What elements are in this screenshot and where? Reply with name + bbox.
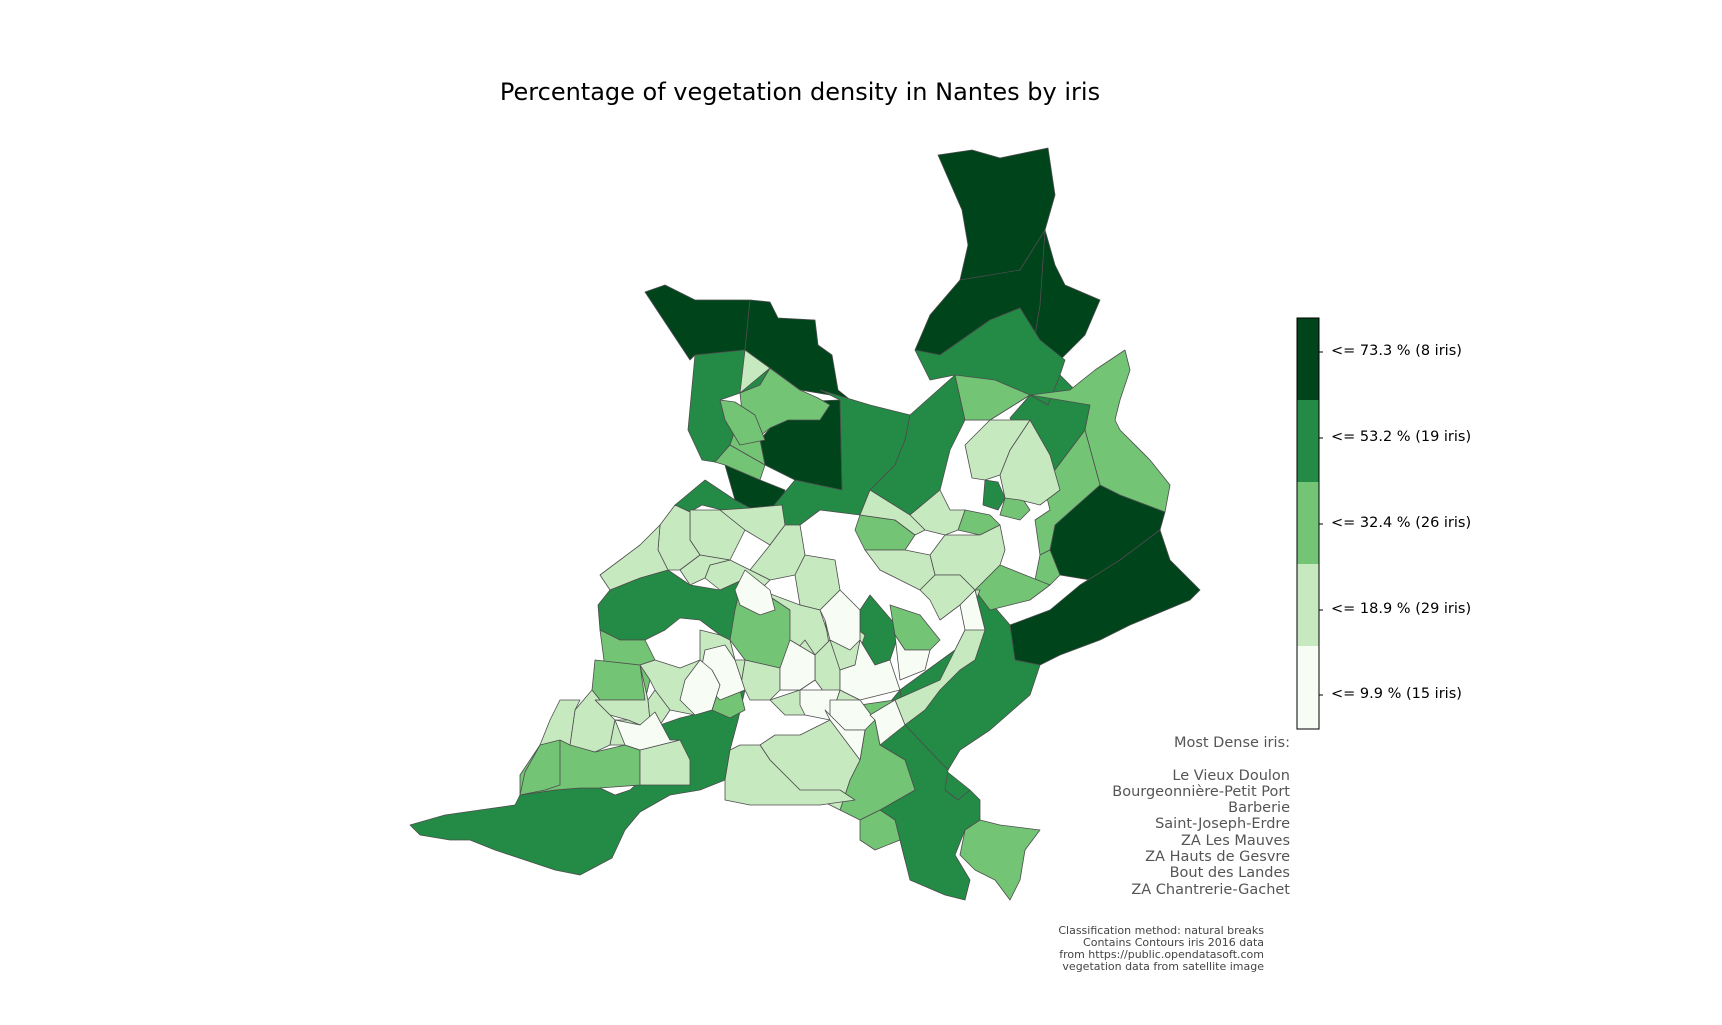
iris-zone	[679, 554, 731, 586]
iris-zone	[959, 589, 986, 631]
iris-zone	[819, 589, 861, 651]
iris-zone	[1034, 229, 1101, 361]
iris-zone	[954, 374, 1031, 421]
most-dense-item: ZA Chantrerie-Gachet	[1131, 881, 1290, 898]
most-dense-item: ZA Les Mauves	[1180, 832, 1290, 849]
most-dense-item: Le Vieux Doulon	[1172, 767, 1290, 784]
map-title: Percentage of vegetation density in Nant…	[499, 78, 1101, 106]
legend-label-1: <= 73.3 % (8 iris)	[1331, 343, 1462, 359]
legend-label-3: <= 32.4 % (26 iris)	[1331, 515, 1472, 531]
iris-zone	[964, 419, 1031, 481]
iris-zone	[859, 809, 906, 861]
iris-zone	[959, 819, 1041, 901]
most-dense-heading: Most Dense iris:	[1173, 735, 1290, 751]
iris-zone	[1034, 549, 1061, 586]
iris-zone	[739, 367, 831, 441]
most-dense-item: Bourgeonnière-Petit Port	[1112, 783, 1290, 800]
credit-line: Classification method: natural breaks	[1058, 924, 1264, 937]
iris-zone	[1034, 429, 1101, 556]
most-dense-item: Barberie	[1228, 800, 1290, 817]
legend-swatch-5	[1297, 646, 1319, 729]
legend-colorbar	[1296, 317, 1323, 730]
iris-zone	[734, 569, 776, 616]
legend-label-4: <= 18.9 % (29 iris)	[1331, 601, 1472, 617]
iris-zone	[869, 699, 906, 746]
iris-zone	[982, 479, 1006, 511]
credit-line: from https://public.opendatasoft.com	[1059, 948, 1264, 961]
legend-swatch-3	[1297, 482, 1319, 564]
iris-zone	[644, 284, 751, 361]
legend-swatch-2	[1297, 400, 1319, 482]
iris-zone	[714, 444, 766, 481]
iris-zone	[894, 634, 931, 681]
iris-zone	[614, 711, 681, 751]
iris-zone	[1009, 529, 1201, 666]
iris-zone	[859, 489, 926, 536]
iris-zone	[839, 639, 901, 701]
iris-zone	[739, 349, 801, 394]
iris-zone	[719, 399, 766, 446]
iris-zone	[679, 659, 721, 716]
iris-zone	[539, 699, 581, 746]
map-credits: Classification method: natural breaks Co…	[1058, 925, 1264, 973]
legend-label-5: <= 9.9 % (15 iris)	[1331, 686, 1462, 702]
legend-swatch-1	[1297, 318, 1319, 400]
iris-zone	[599, 524, 669, 591]
legend-swatch-4	[1297, 564, 1319, 646]
iris-zone	[864, 549, 936, 591]
iris-zone	[724, 744, 856, 806]
most-dense-item: ZA Hauts de Gesvre	[1145, 849, 1290, 866]
most-dense-item: Bout des Landes	[1169, 865, 1290, 882]
most-dense-list: Most Dense iris: Le Vieux Doulon Bourgeo…	[1112, 735, 1290, 898]
credit-line: vegetation data from satellite image	[1062, 960, 1264, 973]
iris-zone	[824, 709, 866, 761]
credit-line: Contains Contours iris 2016 data	[1083, 936, 1264, 949]
most-dense-item: Saint-Joseph-Erdre	[1155, 816, 1290, 833]
legend-label-2: <= 53.2 % (19 iris)	[1331, 429, 1472, 445]
